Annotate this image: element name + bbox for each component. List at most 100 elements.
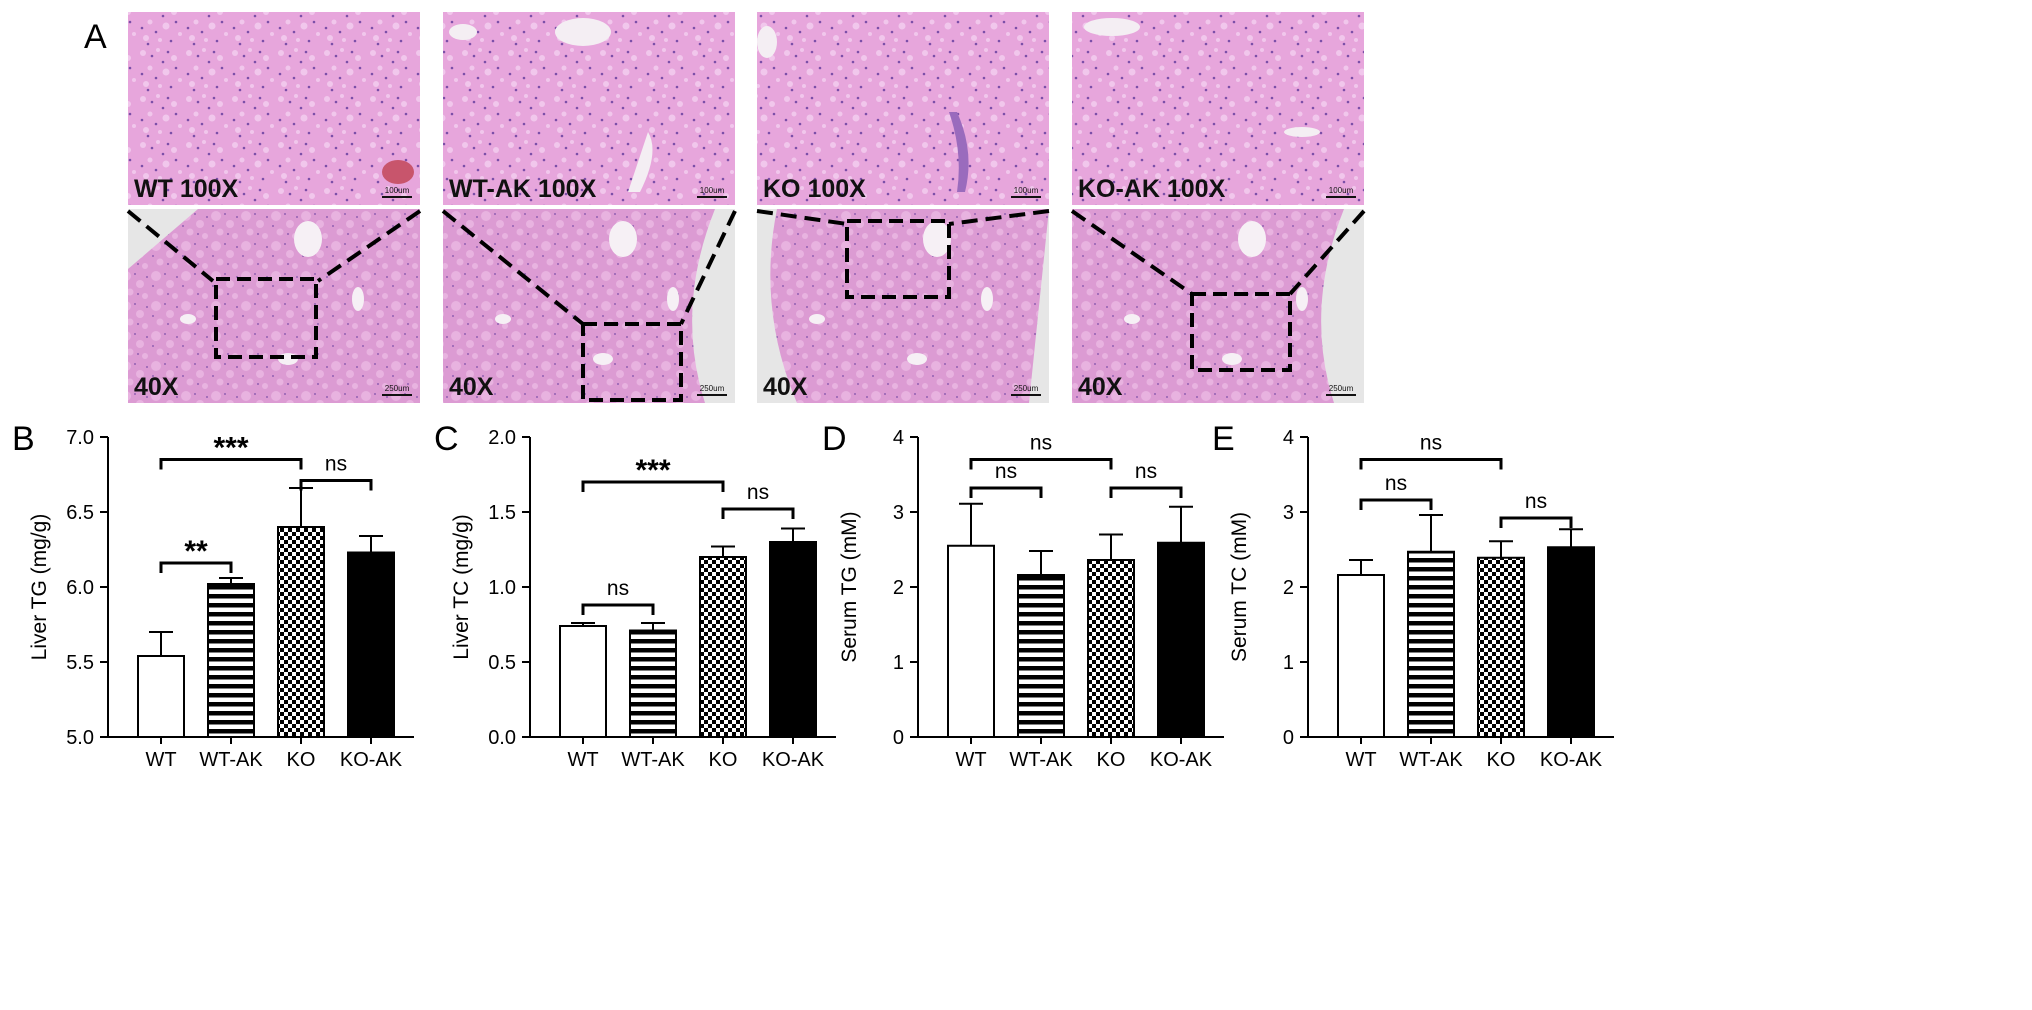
significance-bracket <box>159 458 303 470</box>
x-tick-label: WT-AK <box>1009 749 1073 771</box>
significance-bracket <box>1359 498 1433 510</box>
y-tick-label: 3 <box>893 502 904 524</box>
scale-bar-label: 100um <box>385 186 410 195</box>
micrograph-100x-wt: WT 100X 100um <box>128 12 420 205</box>
significance-bracket <box>1499 516 1573 528</box>
y-axis-label: Serum TC (mM) <box>1228 512 1251 662</box>
y-tick-label: 4 <box>1283 427 1294 449</box>
y-tick-label: 1 <box>893 652 904 674</box>
scale-bar-label: 250um <box>1329 384 1354 393</box>
micrograph-label-100x: KO 100X <box>763 175 866 203</box>
significance-bracket <box>299 479 373 491</box>
significance-bracket <box>159 561 233 573</box>
zoom-guide-line <box>756 209 848 226</box>
panel-letter-a: A <box>84 18 107 56</box>
bar-wt <box>137 655 185 738</box>
x-tick-label: KO-AK <box>1150 749 1213 771</box>
micrograph-100x-ko: KO 100X 100um <box>757 12 1049 205</box>
micrograph-group-wt: WT 100X 100um 40X 250um <box>126 12 422 403</box>
significance-label: ns <box>1525 490 1547 513</box>
x-tick-label: WT <box>145 749 176 771</box>
bar-ko-ak <box>1547 546 1595 738</box>
zoom-guide-line <box>948 209 1050 226</box>
bar-ko <box>699 556 747 738</box>
panel-letter: B <box>12 420 35 458</box>
y-tick-label: 1.0 <box>488 577 516 599</box>
y-axis-label: Liver TC (mg/g) <box>450 514 473 659</box>
zoom-guide-line <box>441 209 585 326</box>
x-tick-label: WT <box>1345 749 1376 771</box>
significance-label: ns <box>747 481 769 504</box>
micrograph-40x-wt: 40X 250um <box>126 209 422 403</box>
scale-bar-label: 100um <box>1014 186 1039 195</box>
y-tick-label: 6.5 <box>66 502 94 524</box>
y-tick-label: 6.0 <box>66 577 94 599</box>
chart-panel-b: B Liver TG (mg/g) 5.0 5.5 6.0 6.5 7.0 WT WT-AK KO… <box>12 420 414 771</box>
significance-label: ns <box>1135 460 1157 483</box>
bar-wt-ak <box>629 629 677 738</box>
scale-bar-label: 250um <box>700 384 725 393</box>
y-tick-label: 0.0 <box>488 727 516 749</box>
x-tick-label: WT <box>567 749 598 771</box>
y-axis-label: Serum TG (mM) <box>838 511 861 662</box>
micrograph-100x-wt-ak: WT-AK 100X 100um <box>443 12 735 205</box>
x-tick-label: WT <box>955 749 986 771</box>
bar-ko-ak <box>769 541 817 738</box>
y-tick-label: 5.5 <box>66 652 94 674</box>
significance-label: ns <box>1420 432 1442 455</box>
y-axis-label: Liver TG (mg/g) <box>28 514 51 661</box>
scale-bar-label: 100um <box>700 186 725 195</box>
y-tick-label: 2 <box>893 577 904 599</box>
y-tick-label: 2.0 <box>488 427 516 449</box>
scale-bar-label: 250um <box>385 384 410 393</box>
y-tick-label: 4 <box>893 427 904 449</box>
micrograph-label-100x: WT 100X <box>134 175 239 203</box>
significance-bracket <box>721 507 795 519</box>
zoom-region-box <box>214 277 318 359</box>
panel-a-micrographs: A WT 100X 100um 40X 250um WT-AK 100X 100um 40X 2… <box>84 12 1366 403</box>
micrograph-40x-wt-ak: 40X 250um <box>441 209 737 403</box>
micrograph-100x-ko-ak: KO-AK 100X 100um <box>1072 12 1364 205</box>
scale-bar-label: 250um <box>1014 384 1039 393</box>
x-tick-label: KO <box>1487 749 1516 771</box>
micrograph-40x-ko: 40X 250um <box>756 209 1050 403</box>
bar-wt-ak <box>1407 550 1455 738</box>
micrograph-40x-ko-ak: 40X 250um <box>1070 209 1366 403</box>
significance-bracket <box>969 486 1043 498</box>
bar-ko <box>1477 556 1525 738</box>
micrograph-label-40x: 40X <box>134 373 179 401</box>
micrograph-group-wt-ak: WT-AK 100X 100um 40X 250um <box>441 12 737 403</box>
y-tick-label: 1.5 <box>488 502 516 524</box>
y-tick-label: 5.0 <box>66 727 94 749</box>
bar-ko <box>277 526 325 738</box>
bar-wt <box>559 625 607 738</box>
bar-ko-ak <box>1157 541 1205 738</box>
significance-bracket <box>581 480 725 492</box>
panel-letter: C <box>434 420 459 458</box>
bar-wt <box>947 544 995 738</box>
x-tick-label: KO-AK <box>340 749 403 771</box>
y-tick-label: 3 <box>1283 502 1294 524</box>
significance-bracket <box>1109 486 1183 498</box>
significance-bracket <box>1359 458 1503 470</box>
x-tick-label: KO-AK <box>762 749 825 771</box>
significance-bracket <box>581 603 655 615</box>
zoom-region-box <box>1190 292 1292 372</box>
bar-wt <box>1337 574 1385 738</box>
significance-label: ** <box>184 535 208 568</box>
panel-letter: E <box>1212 420 1235 458</box>
micrograph-group-ko: KO 100X 100um 40X 250um <box>756 12 1050 403</box>
bar-charts: B Liver TG (mg/g) 5.0 5.5 6.0 6.5 7.0 WT WT-AK KO… <box>12 420 1614 771</box>
x-tick-label: WT-AK <box>621 749 685 771</box>
micrograph-label-40x: 40X <box>449 373 494 401</box>
micrograph-label-100x: KO-AK 100X <box>1078 175 1226 203</box>
x-tick-label: KO <box>287 749 316 771</box>
significance-label: *** <box>635 454 670 487</box>
zoom-guide-line <box>1288 209 1366 296</box>
y-tick-label: 2 <box>1283 577 1294 599</box>
zoom-guide-line <box>316 209 422 283</box>
x-tick-label: WT-AK <box>1399 749 1463 771</box>
scale-bar-label: 100um <box>1329 186 1354 195</box>
